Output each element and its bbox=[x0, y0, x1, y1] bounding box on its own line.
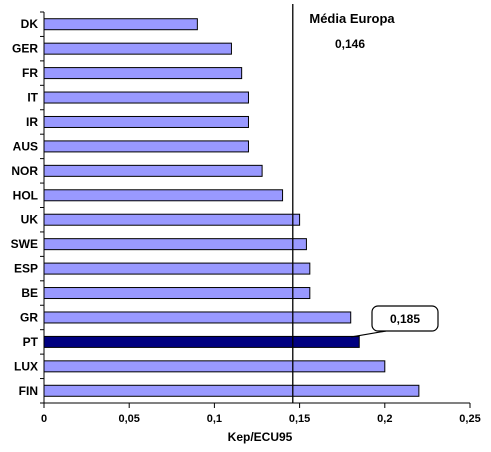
callout: 0,185 bbox=[371, 305, 439, 332]
y-tick-label-dk: DK bbox=[21, 17, 39, 31]
x-tick-label: 0,1 bbox=[207, 413, 222, 425]
y-tick-label-it: IT bbox=[27, 91, 38, 105]
y-tick-label-hol: HOL bbox=[13, 188, 38, 202]
y-tick-label-fr: FR bbox=[22, 66, 38, 80]
y-tick-label-lux: LUX bbox=[14, 359, 38, 373]
y-tick-label-uk: UK bbox=[21, 213, 39, 227]
y-tick-label-fin: FIN bbox=[19, 384, 38, 398]
y-tick-label-esp: ESP bbox=[14, 262, 38, 276]
bar-lux bbox=[43, 360, 386, 373]
bar-pt bbox=[43, 335, 360, 348]
bar-uk bbox=[43, 213, 301, 226]
bar-fin bbox=[43, 384, 420, 397]
x-tick-label: 0,05 bbox=[118, 413, 139, 425]
bar-esp bbox=[43, 262, 311, 275]
callout-label: 0,185 bbox=[390, 312, 420, 326]
bar-swe bbox=[43, 238, 307, 251]
y-tick-label-be: BE bbox=[21, 286, 38, 300]
y-tick-label-pt: PT bbox=[23, 335, 39, 349]
x-axis-title: Kep/ECU95 bbox=[228, 430, 293, 444]
bar-ir bbox=[43, 115, 249, 128]
y-tick-label-gr: GR bbox=[20, 310, 38, 324]
x-tick-label: 0 bbox=[41, 413, 47, 425]
bar-aus bbox=[43, 140, 249, 153]
bar-it bbox=[43, 91, 249, 104]
x-tick-label: 0,2 bbox=[377, 413, 392, 425]
bar-be bbox=[43, 287, 311, 300]
x-tick-label: 0,15 bbox=[289, 413, 310, 425]
plot-area: DK GER FR IT IR AUS NOR HOL UK SWE ESP BE GR PT LUX FIN… bbox=[11, 4, 481, 425]
x-tick-label: 0,25 bbox=[459, 413, 480, 425]
y-tick-label-ger: GER bbox=[12, 42, 38, 56]
y-tick-label-aus: AUS bbox=[13, 139, 38, 153]
bar-gr bbox=[43, 311, 352, 324]
bar-ger bbox=[43, 42, 232, 55]
reference-line-label: Média Europa bbox=[309, 11, 395, 26]
callout-box bbox=[371, 305, 439, 332]
bar-fr bbox=[43, 67, 243, 80]
bar-dk bbox=[43, 18, 198, 31]
bar-nor bbox=[43, 164, 263, 177]
y-tick-label-swe: SWE bbox=[11, 237, 38, 251]
bar-hol bbox=[43, 189, 284, 202]
y-tick-label-ir: IR bbox=[26, 115, 38, 129]
reference-line-value: 0,146 bbox=[335, 37, 365, 51]
callout-pointer bbox=[351, 330, 387, 338]
y-tick-label-nor: NOR bbox=[11, 164, 38, 178]
